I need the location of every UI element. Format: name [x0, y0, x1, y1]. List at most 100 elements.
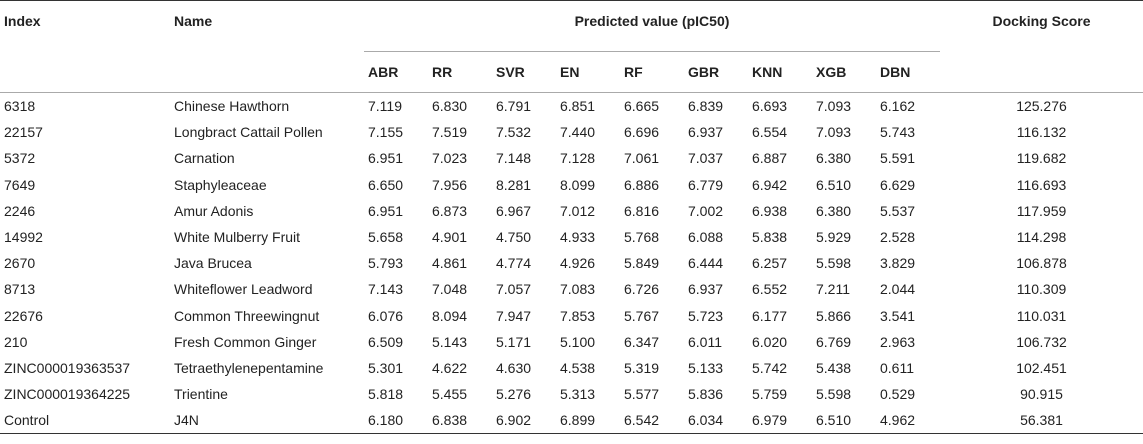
cell-name: Trientine: [174, 386, 228, 403]
cell-name: J4N: [170, 407, 364, 435]
cell-name: Amur Adonis: [174, 202, 254, 219]
table-row: ZINC000019364225 Trientine 5.818 5.455 5.276…: [0, 381, 1143, 407]
cell-value-svr: 8.281: [496, 176, 532, 193]
cell-value-svr: 5.276: [496, 386, 532, 403]
cell-name: Common Threewingnut: [174, 307, 320, 324]
cell-docking-score: 125.276: [940, 92, 1143, 120]
cell-docking-score: 114.298: [1016, 229, 1067, 246]
header-model-xgb: XGB: [812, 51, 876, 93]
cell-value-en: 4.538: [560, 359, 596, 376]
cell-value-dbn: 3.541: [880, 307, 916, 324]
cell-value-rf: 6.542: [620, 407, 684, 435]
cell-value-rf: 6.696: [624, 124, 660, 141]
cell-value-dbn: 3.829: [880, 255, 916, 272]
cell-value-dbn: 6.629: [880, 176, 916, 193]
cell-value-knn: 6.177: [752, 307, 788, 324]
cell-value-knn: 6.552: [752, 281, 788, 298]
cell-value-rf: 6.816: [624, 202, 660, 219]
cell-value-rr: 4.901: [432, 229, 468, 246]
cell-name: Staphyleaceae: [174, 176, 267, 193]
cell-value-gbr: 5.133: [688, 359, 724, 376]
cell-docking-score: 106.732: [1016, 333, 1067, 350]
table-body: 6318 Chinese Hawthorn 7.119 6.830 6.791 6.851…: [0, 92, 1143, 435]
cell-value-dbn: 5.591: [880, 150, 916, 167]
cell-value-xgb: 6.510: [812, 407, 876, 435]
header-name: Name: [170, 0, 364, 93]
cell-docking-score: 110.309: [1016, 281, 1067, 298]
table-row: 22676 Common Threewingnut 6.076 8.094 7.947 7…: [0, 303, 1143, 329]
cell-value-svr: 6.791: [492, 92, 556, 120]
cell-value-gbr: 7.002: [688, 202, 724, 219]
cell-value-dbn: 2.044: [880, 281, 916, 298]
cell-value-xgb: 5.598: [816, 255, 852, 272]
cell-name: Fresh Common Ginger: [174, 333, 317, 350]
cell-value-knn: 6.257: [752, 255, 788, 272]
cell-value-rr: 5.143: [432, 333, 468, 350]
cell-value-dbn: 0.611: [880, 359, 914, 376]
cell-value-svr: 4.774: [496, 255, 532, 272]
cell-value-dbn: 0.529: [880, 386, 916, 403]
cell-value-en: 6.899: [556, 407, 620, 435]
cell-value-rr: 7.519: [432, 124, 468, 141]
cell-index: 6318: [0, 92, 170, 120]
header-model-knn: KNN: [748, 51, 812, 93]
cell-value-rf: 7.061: [624, 150, 660, 167]
cell-index: 22157: [4, 124, 43, 141]
table-row: 210 Fresh Common Ginger 6.509 5.143 5.171 5.1…: [0, 329, 1143, 355]
cell-value-abr: 6.076: [368, 307, 404, 324]
cell-value-rr: 5.455: [432, 386, 468, 403]
header-docking-score: Docking Score: [940, 0, 1143, 93]
cell-index: 7649: [4, 176, 36, 193]
cell-docking-score: 117.959: [1016, 202, 1067, 219]
cell-name: Java Brucea: [174, 255, 252, 272]
cell-docking-score: 106.878: [1016, 255, 1067, 272]
cell-value-svr: 4.750: [496, 229, 532, 246]
cell-value-xgb: 7.093: [812, 92, 876, 120]
table-row: 5372 Carnation 6.951 7.023 7.148 7.128 7.061 7.…: [0, 145, 1143, 171]
table-row: 6318 Chinese Hawthorn 7.119 6.830 6.791 6.851…: [0, 92, 1143, 120]
cell-value-dbn: 2.963: [880, 333, 916, 350]
cell-value-rf: 5.577: [624, 386, 660, 403]
header-model-en: EN: [556, 51, 620, 93]
cell-name: Chinese Hawthorn: [170, 92, 364, 120]
cell-docking-score: 110.031: [1016, 307, 1067, 324]
cell-value-svr: 7.148: [496, 150, 532, 167]
cell-value-dbn: 5.537: [880, 202, 916, 219]
cell-value-dbn: 5.743: [880, 124, 916, 141]
cell-value-xgb: 5.598: [816, 386, 852, 403]
cell-value-knn: 6.887: [752, 150, 788, 167]
table-row: 2246 Amur Adonis 6.951 6.873 6.967 7.012 6.816…: [0, 198, 1143, 224]
cell-value-en: 4.926: [560, 255, 596, 272]
cell-value-abr: 5.818: [368, 386, 404, 403]
cell-value-abr: 6.509: [368, 333, 404, 350]
cell-value-gbr: 6.839: [684, 92, 748, 120]
cell-value-xgb: 7.211: [816, 281, 850, 298]
header-model-gbr: GBR: [684, 51, 748, 93]
cell-value-dbn: 6.162: [876, 92, 940, 120]
cell-value-knn: 6.020: [752, 333, 788, 350]
cell-index: 210: [4, 333, 28, 350]
table-row: 7649 Staphyleaceae 6.650 7.956 8.281 8.099 6.8…: [0, 172, 1143, 198]
cell-name: Tetraethylenepentamine: [174, 359, 324, 376]
cell-value-abr: 5.658: [368, 229, 404, 246]
cell-value-knn: 6.942: [752, 176, 788, 193]
cell-value-rr: 6.830: [428, 92, 492, 120]
header-model-rr: RR: [428, 51, 492, 93]
cell-value-abr: 7.155: [368, 124, 404, 141]
cell-value-rf: 5.767: [624, 307, 660, 324]
cell-value-xgb: 5.866: [816, 307, 852, 324]
cell-value-en: 7.128: [560, 150, 596, 167]
cell-value-en: 8.099: [560, 176, 596, 193]
cell-value-svr: 7.947: [496, 307, 532, 324]
cell-value-dbn: 2.528: [880, 229, 916, 246]
cell-value-knn: 6.938: [752, 202, 788, 219]
cell-value-knn: 6.979: [748, 407, 812, 435]
cell-index: 2670: [4, 255, 36, 272]
header-predicted-group: Predicted value (pIC50): [364, 0, 940, 52]
cell-value-abr: 5.301: [368, 359, 404, 376]
cell-value-rr: 4.622: [432, 359, 468, 376]
cell-value-gbr: 5.723: [688, 307, 724, 324]
cell-value-xgb: 6.769: [816, 333, 852, 350]
cell-name: White Mulberry Fruit: [174, 229, 301, 246]
cell-value-rr: 7.048: [432, 281, 468, 298]
